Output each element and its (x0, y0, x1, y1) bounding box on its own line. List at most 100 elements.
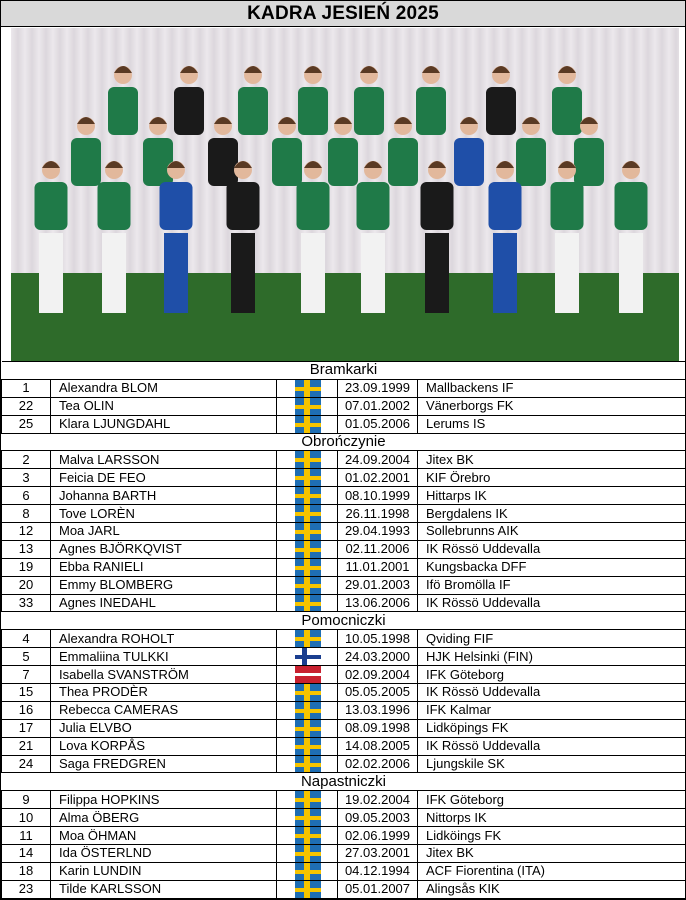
player-number: 10 (1, 808, 51, 828)
team-member-figure (238, 66, 268, 135)
player-row: 6 Johanna BARTH 08.10.1999 Hittarps IK (1, 486, 686, 506)
birth-date: 23.09.1999 (337, 378, 418, 398)
nationality-cell (276, 700, 338, 720)
sweden-flag-icon (295, 577, 321, 594)
birth-date: 02.02.2006 (337, 754, 418, 774)
player-row: 14 Ida ÖSTERLND 27.03.2001 Jitex BK (1, 844, 686, 863)
player-number: 8 (1, 504, 51, 524)
player-number: 5 (1, 647, 51, 667)
player-club: IK Rössö Uddevalla (417, 736, 686, 756)
team-member-figure (388, 117, 418, 186)
team-member-legs (102, 233, 126, 313)
section-header-row: Bramkarki (1, 361, 686, 380)
player-club: HJK Helsinki (FIN) (417, 647, 686, 667)
nationality-cell (276, 539, 338, 559)
sweden-flag-icon (295, 845, 321, 862)
nationality-cell (276, 575, 338, 595)
player-row: 1 Alexandra BLOM 23.09.1999 Mallbackens … (1, 378, 686, 398)
player-row: 2 Malva LARSSON 24.09.2004 Jitex BK (1, 450, 686, 470)
finland-flag-icon (295, 648, 321, 665)
sweden-flag-icon (295, 791, 321, 808)
player-name: Tilde KARLSSON (50, 879, 277, 899)
sweden-flag-icon (295, 684, 321, 701)
nationality-cell (276, 826, 338, 846)
birth-date: 05.05.2005 (337, 683, 418, 702)
sweden-flag-icon (295, 469, 321, 486)
player-club: Ifö Bromölla IF (417, 575, 686, 595)
player-name: Ida ÖSTERLND (50, 844, 277, 863)
player-name: Agnes INEDAHL (50, 593, 277, 613)
player-number: 7 (1, 665, 51, 685)
nationality-cell (276, 486, 338, 506)
sweden-flag-icon (295, 451, 321, 468)
player-row: 5 Emmaliina TULKKI 24.03.2000 HJK Helsin… (1, 647, 686, 667)
player-name: Rebecca CAMERAS (50, 700, 277, 720)
player-number: 2 (1, 450, 51, 470)
birth-date: 13.06.2006 (337, 593, 418, 613)
player-club: Alingsås KIK (417, 879, 686, 899)
nationality-cell (276, 450, 338, 470)
player-name: Alma ÖBERG (50, 808, 277, 828)
squad-table: Bramkarki 1 Alexandra BLOM 23.09.1999 Mal… (1, 361, 686, 899)
sweden-flag-icon (295, 827, 321, 844)
team-member-figure (226, 161, 260, 230)
player-row: 18 Karin LUNDIN 04.12.1994 ACF Fiorentin… (1, 861, 686, 881)
section-title: Bramkarki (1, 361, 686, 380)
birth-date: 08.10.1999 (337, 486, 418, 506)
nationality-cell (276, 414, 338, 434)
player-club: Vänerborgs FK (417, 396, 686, 416)
birth-date: 02.11.2006 (337, 539, 418, 559)
player-club: ACF Fiorentina (ITA) (417, 861, 686, 881)
team-member-figure (108, 66, 138, 135)
player-row: 21 Lova KORPÅS 14.08.2005 IK Rössö Uddev… (1, 736, 686, 756)
nationality-cell (276, 593, 338, 613)
birth-date: 13.03.1996 (337, 700, 418, 720)
sweden-flag-icon (295, 595, 321, 611)
player-club: IFK Göteborg (417, 790, 686, 810)
player-name: Emmaliina TULKKI (50, 647, 277, 667)
section-title: Napastniczki (1, 772, 686, 792)
player-number: 6 (1, 486, 51, 506)
sweden-flag-icon (295, 881, 321, 898)
nationality-cell (276, 522, 338, 541)
team-member-figure (272, 117, 302, 186)
player-number: 3 (1, 468, 51, 488)
player-row: 24 Saga FREDGREN 02.02.2006 Ljungskile S… (1, 754, 686, 774)
team-member-legs (425, 233, 449, 313)
birth-date: 27.03.2001 (337, 844, 418, 863)
player-club: Hittarps IK (417, 486, 686, 506)
player-name: Ebba RANIELI (50, 557, 277, 577)
team-member-figure (143, 117, 173, 186)
nationality-cell (276, 754, 338, 774)
player-club: Jitex BK (417, 450, 686, 470)
section-title: Obrończynie (1, 432, 686, 452)
player-row: 23 Tilde KARLSSON 05.01.2007 Alingsås KI… (1, 879, 686, 899)
player-name: Klara LJUNGDAHL (50, 414, 277, 434)
birth-date: 09.05.2003 (337, 808, 418, 828)
team-member-figure (298, 66, 328, 135)
player-number: 24 (1, 754, 51, 774)
sweden-flag-icon (295, 523, 321, 540)
birth-date: 19.02.2004 (337, 790, 418, 810)
nationality-cell (276, 378, 338, 398)
team-member-figure (454, 117, 484, 186)
player-number: 12 (1, 522, 51, 541)
section-header-row: Napastniczki (1, 772, 686, 792)
birth-date: 02.06.1999 (337, 826, 418, 846)
player-club: Lidköpings FK (417, 718, 686, 738)
player-name: Filippa HOPKINS (50, 790, 277, 810)
birth-date: 29.01.2003 (337, 575, 418, 595)
player-row: 7 Isabella SVANSTRÖM 02.09.2004 IFK Göte… (1, 665, 686, 685)
player-name: Julia ELVBO (50, 718, 277, 738)
player-name: Karin LUNDIN (50, 861, 277, 881)
nationality-cell (276, 557, 338, 577)
birth-date: 05.01.2007 (337, 879, 418, 899)
player-number: 22 (1, 396, 51, 416)
player-number: 16 (1, 700, 51, 720)
team-member-figure (159, 161, 193, 230)
player-row: 8 Tove LORÈN 26.11.1998 Bergdalens IK (1, 504, 686, 524)
birth-date: 24.09.2004 (337, 450, 418, 470)
sweden-flag-icon (295, 380, 321, 397)
player-number: 9 (1, 790, 51, 810)
team-member-legs (619, 233, 643, 313)
